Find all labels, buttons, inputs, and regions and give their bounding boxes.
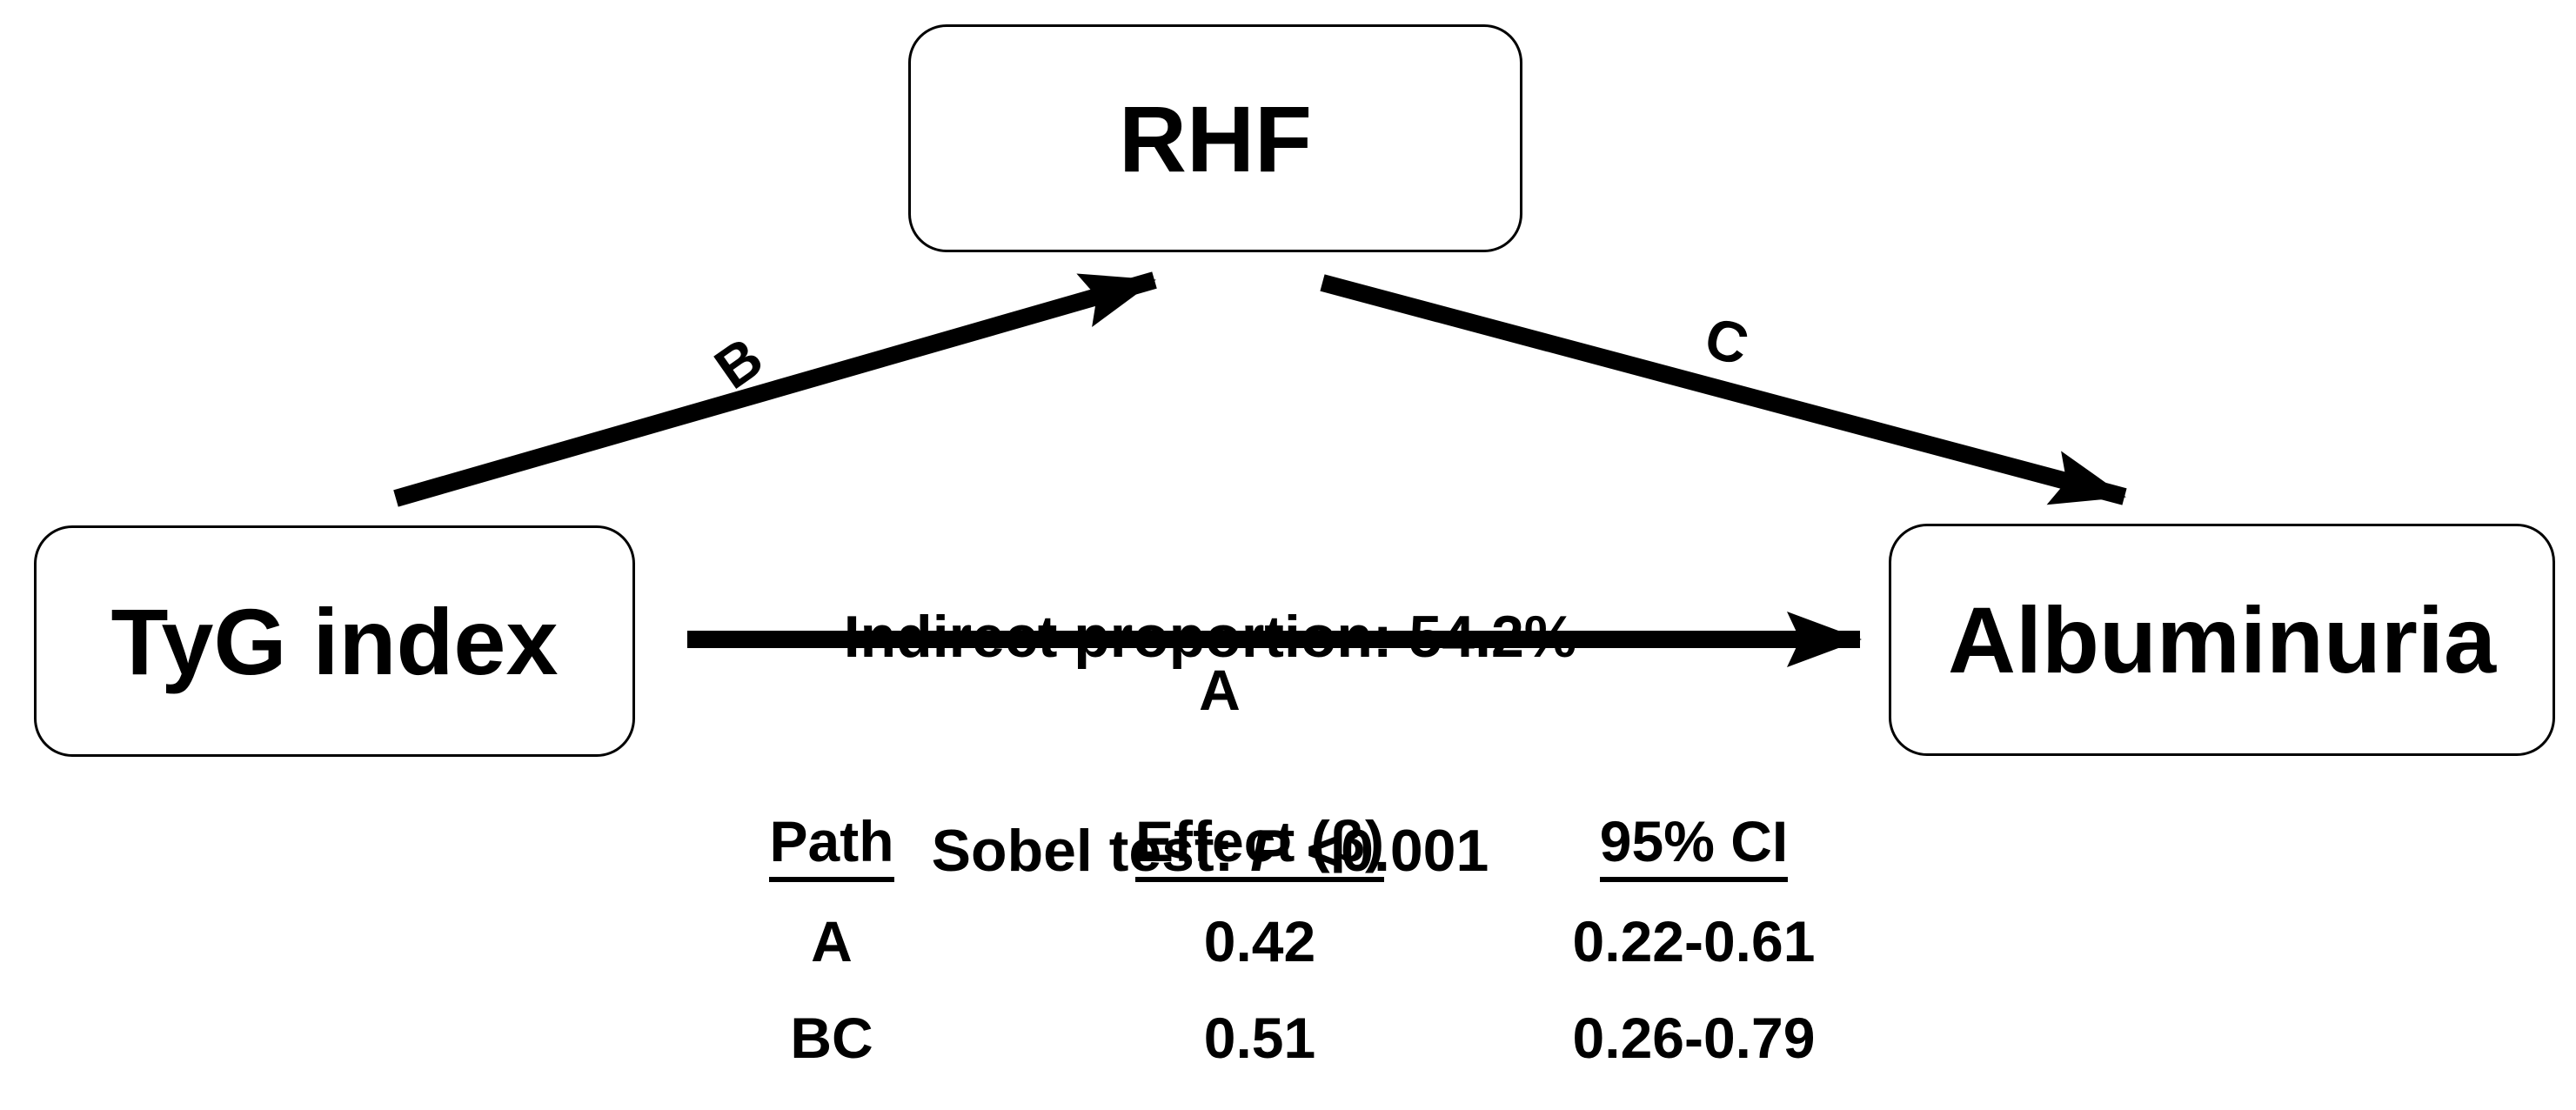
node-exposure-label: TyG index — [110, 588, 559, 694]
mediation-annotation: Indirect proportion: 54.2% Sobel test: P… — [732, 458, 1689, 1029]
path-b-arrow — [393, 271, 1157, 507]
sobel-prefix: Sobel test: — [931, 818, 1251, 884]
table-cell-path-bc: BC — [790, 1006, 873, 1070]
table-cell-path-a: A — [811, 909, 853, 973]
table-header-ci: 95% CI — [1529, 811, 1859, 882]
sobel-p-symbol: P — [1250, 818, 1290, 884]
path-c-arrow — [1320, 274, 2127, 505]
indirect-proportion-text: Indirect proportion: 54.2% — [843, 604, 1577, 670]
table-cell-ci-bc: 0.26-0.79 — [1572, 1006, 1816, 1070]
table-cell-effect-a: 0.42 — [1203, 909, 1316, 973]
sobel-test-text: Sobel test: P <0.001 — [732, 815, 1689, 886]
node-mediator-rhf: RHF — [908, 24, 1522, 252]
node-mediator-label: RHF — [1119, 85, 1312, 191]
table-header-effect: Effect (β) — [1103, 811, 1416, 882]
node-outcome-label: Albuminuria — [1947, 587, 2497, 692]
table-cell-effect-bc: 0.51 — [1203, 1006, 1316, 1070]
node-outcome-albuminuria: Albuminuria — [1889, 524, 2555, 756]
sobel-p-value: <0.001 — [1289, 818, 1489, 884]
path-a-label: A — [1199, 658, 1241, 722]
node-exposure-tyg-index: TyG index — [34, 525, 635, 757]
table-header-path: Path — [701, 811, 962, 882]
table-cell-ci-a: 0.22-0.61 — [1572, 909, 1816, 973]
